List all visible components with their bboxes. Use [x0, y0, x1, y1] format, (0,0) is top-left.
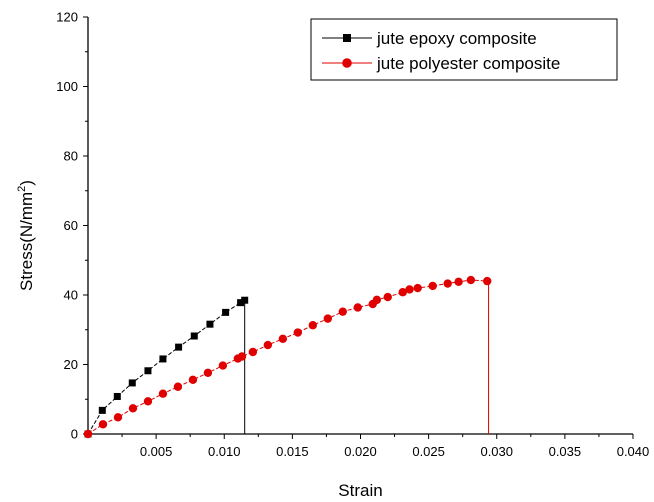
x-axis-title: Strain — [338, 481, 382, 500]
data-point-polyester — [338, 307, 347, 316]
legend-swatch-marker-epoxy — [343, 34, 351, 42]
legend-box — [310, 18, 618, 81]
legend-item-polyester: jute polyester composite — [322, 54, 560, 73]
data-point-epoxy — [159, 355, 167, 363]
x-tick-label: 0.030 — [480, 444, 513, 459]
x-tick-label: 0.040 — [617, 444, 650, 459]
y-tick-label: 40 — [64, 288, 78, 303]
y-tick-label: 0 — [71, 427, 78, 442]
x-tick-label: 0.025 — [412, 444, 445, 459]
data-point-polyester — [263, 340, 273, 350]
y-tick-label: 100 — [56, 79, 78, 94]
y-axis-title-prefix: Stress(N/mm — [17, 192, 36, 291]
data-point-polyester — [237, 352, 247, 361]
data-point-polyester — [428, 281, 437, 291]
data-point-polyester — [113, 413, 123, 422]
plot-area — [83, 275, 492, 439]
data-point-polyester — [158, 389, 168, 398]
y-axis-title-superscript: 2 — [16, 186, 28, 192]
legend-item-epoxy: jute epoxy composite — [322, 29, 537, 48]
data-point-epoxy — [206, 320, 214, 328]
data-point-polyester — [413, 283, 422, 293]
data-point-polyester — [128, 404, 138, 413]
y-axis-title: Stress(N/mm2) — [16, 180, 36, 291]
data-point-polyester — [278, 334, 288, 343]
y-tick-label: 60 — [64, 218, 78, 233]
y-tick-label: 120 — [56, 10, 78, 25]
data-point-epoxy — [241, 296, 249, 304]
data-point-epoxy — [237, 299, 245, 307]
data-point-polyester — [203, 368, 213, 378]
data-point-polyester — [466, 275, 476, 285]
data-point-polyester — [293, 328, 303, 337]
data-point-polyester — [173, 382, 183, 391]
data-point-epoxy — [98, 406, 106, 414]
data-point-polyester — [308, 321, 318, 330]
series-line-polyester — [87, 279, 488, 435]
x-tick-label: 0.005 — [140, 444, 173, 459]
x-tick-label: 0.035 — [549, 444, 582, 459]
data-point-polyester — [405, 285, 414, 294]
data-point-polyester — [218, 361, 228, 370]
y-tick-label: 20 — [64, 357, 78, 372]
y-tick-label: 80 — [64, 149, 78, 164]
x-tick-label: 0.010 — [208, 444, 241, 459]
data-point-polyester — [383, 292, 392, 302]
legend-label-polyester: jute polyester composite — [376, 54, 560, 73]
data-point-polyester — [372, 295, 382, 305]
data-point-polyester — [248, 347, 258, 357]
data-point-polyester — [143, 397, 153, 406]
data-point-polyester — [454, 277, 463, 286]
legend-swatch-marker-polyester — [342, 58, 352, 68]
data-point-epoxy — [222, 308, 230, 316]
data-point-epoxy — [113, 392, 121, 400]
data-point-epoxy — [144, 367, 152, 375]
data-point-epoxy — [175, 343, 183, 351]
data-point-polyester — [98, 420, 108, 429]
data-point-polyester — [398, 288, 407, 297]
data-point-polyester — [188, 375, 198, 384]
ticks: 0 20 40 60 80 100 120 0.005 0.010 0.015 0.020 0.025… — [56, 10, 649, 460]
legend-label-epoxy: jute epoxy composite — [376, 29, 537, 48]
y-axis-title-suffix: ) — [17, 180, 36, 186]
x-tick-label: 0.020 — [344, 444, 377, 459]
data-point-polyester — [443, 279, 452, 288]
data-point-epoxy — [128, 379, 136, 387]
x-tick-label: 0.015 — [276, 444, 309, 459]
data-point-polyester — [83, 429, 93, 439]
data-point-polyester — [353, 303, 362, 312]
data-point-epoxy — [190, 332, 198, 340]
data-point-polyester — [323, 314, 332, 323]
legend: jute epoxy composite jute polyester comp… — [310, 18, 618, 81]
data-point-polyester — [483, 276, 492, 286]
